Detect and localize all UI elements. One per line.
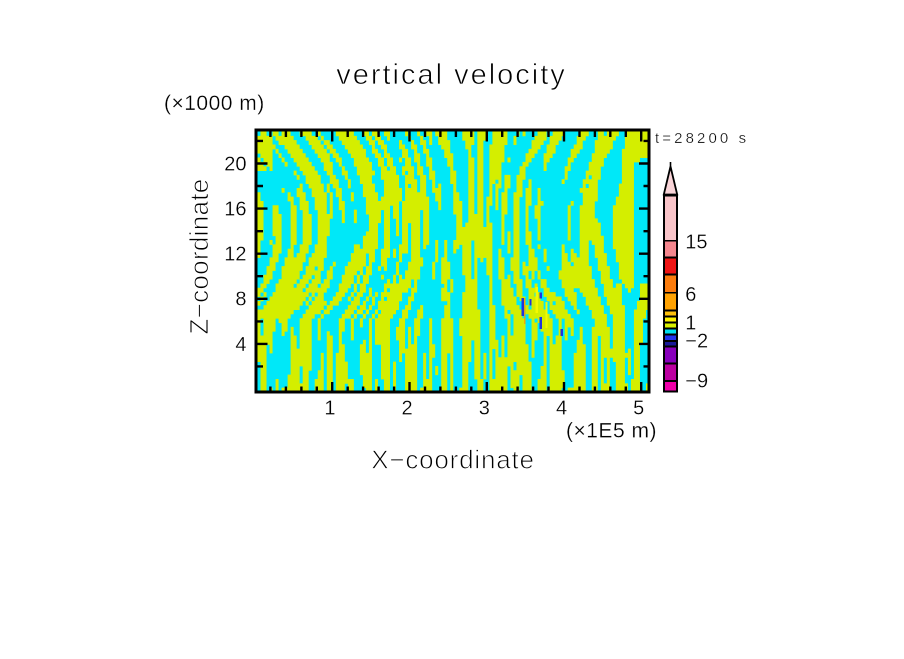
svg-text:2: 2	[402, 398, 413, 420]
svg-text:(×1E5 m): (×1E5 m)	[566, 420, 657, 443]
svg-text:vertical velocity: vertical velocity	[336, 59, 567, 91]
svg-text:−9: −9	[685, 371, 708, 393]
svg-text:5: 5	[633, 398, 644, 420]
svg-text:−2: −2	[685, 331, 708, 353]
svg-text:1: 1	[685, 313, 696, 335]
svg-text:4: 4	[235, 334, 246, 356]
svg-text:12: 12	[224, 244, 246, 266]
svg-text:(×1000 m): (×1000 m)	[164, 92, 265, 115]
svg-text:16: 16	[224, 199, 246, 221]
svg-text:3: 3	[479, 398, 490, 420]
svg-text:1: 1	[324, 398, 335, 420]
svg-text:6: 6	[685, 284, 696, 306]
svg-text:20: 20	[224, 153, 246, 175]
svg-text:t=28200 s: t=28200 s	[655, 130, 749, 147]
svg-text:8: 8	[235, 289, 246, 311]
svg-text:Z−coordinate: Z−coordinate	[184, 178, 214, 334]
svg-text:X−coordinate: X−coordinate	[371, 445, 535, 475]
svg-text:4: 4	[556, 398, 567, 420]
svg-text:15: 15	[685, 232, 707, 254]
